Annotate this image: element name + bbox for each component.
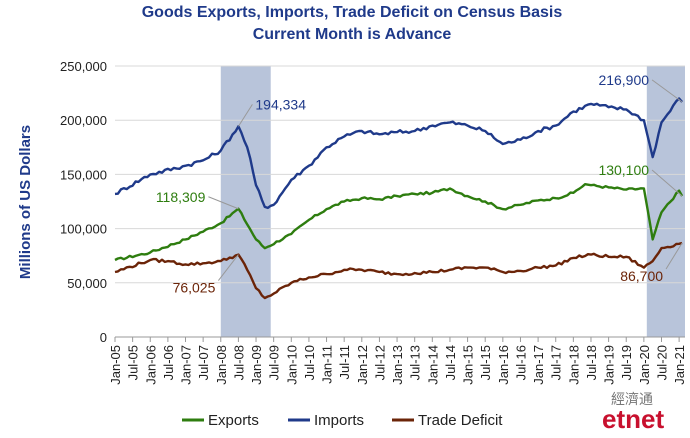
series-line-imports <box>114 97 683 210</box>
y-tick-label: 150,000 <box>60 167 107 182</box>
legend-label: Imports <box>314 412 364 429</box>
series-line-trade-deficit <box>114 241 683 300</box>
x-tick-label: Jan-15 <box>461 345 476 385</box>
x-tick-label: Jul-08 <box>231 345 246 380</box>
x-tick-label: Jul-14 <box>443 345 458 380</box>
x-tick-label: Jul-19 <box>619 345 634 380</box>
recession-shade <box>646 66 685 337</box>
y-axis-label: Millions of US Dollars <box>17 125 34 279</box>
legend-label: Exports <box>208 412 259 429</box>
chart-title: Goods Exports, Imports, Trade Deficit on… <box>142 4 563 21</box>
annotation-label: 118,309 <box>156 189 206 205</box>
x-tick-label: Jul-10 <box>302 345 317 380</box>
annotation-leader <box>237 104 253 127</box>
x-tick-label: Jan-19 <box>602 345 617 385</box>
x-tick-label: Jan-18 <box>566 345 581 385</box>
annotation-label: 86,700 <box>620 268 663 284</box>
legend: Exports Imports Trade Deficit <box>182 412 503 429</box>
x-tick-label: Jul-07 <box>196 345 211 380</box>
x-tick-label: Jul-13 <box>408 345 423 380</box>
y-tick-label: 200,000 <box>60 113 107 128</box>
annotation-leader <box>651 79 683 103</box>
annotation-leader <box>208 196 239 210</box>
annotation-leader <box>651 169 683 197</box>
x-tick-label: Jan-17 <box>531 345 546 385</box>
y-tick-labels: 0 50,000 100,000 150,000 200,000 250,000 <box>60 59 107 345</box>
annotation-label: 130,100 <box>598 162 649 178</box>
x-tick-label: Jul-17 <box>549 345 564 380</box>
x-tick-label: Jan-10 <box>284 345 299 385</box>
x-tick-label: Jul-15 <box>478 345 493 380</box>
x-tick-label: Jan-06 <box>143 345 158 385</box>
y-tick-label: 50,000 <box>67 276 107 291</box>
x-tick-label: Jul-11 <box>337 345 352 379</box>
x-tick-label: Jan-20 <box>637 345 652 385</box>
x-tick-label: Jan-05 <box>108 345 123 385</box>
x-tick-label: Jul-09 <box>267 345 282 380</box>
annotations: 194,334 118,309 76,025 216,900 130,100 86,700 <box>156 72 683 296</box>
x-tick-label: Jul-18 <box>584 345 599 380</box>
annotation-leader <box>218 254 239 281</box>
x-tick-label: Jan-07 <box>179 345 194 385</box>
x-tick-label: Jan-08 <box>214 345 229 385</box>
gridlines <box>115 65 685 338</box>
x-tick-label: Jul-05 <box>126 345 141 380</box>
series-lines <box>114 97 684 300</box>
annotation-label: 216,900 <box>598 72 649 88</box>
y-tick-label: 100,000 <box>60 222 107 237</box>
chart-subtitle: Current Month is Advance <box>253 26 452 43</box>
x-tick-label: Jan-13 <box>390 345 405 385</box>
x-tick-label: Jan-09 <box>249 345 264 385</box>
x-tick-label: Jan-11 <box>320 345 335 384</box>
series-line-exports <box>114 183 684 262</box>
legend-label: Trade Deficit <box>418 412 503 429</box>
x-tick-label: Jan-12 <box>355 345 370 385</box>
annotation-label: 76,025 <box>173 280 216 296</box>
annotation-label: 194,334 <box>255 96 306 112</box>
x-tick-label: Jul-12 <box>372 345 387 380</box>
annotation-leader <box>665 242 683 270</box>
watermark-chinese: 經濟通 <box>611 391 653 407</box>
y-tick-label: 0 <box>100 330 107 345</box>
x-tick-labels: Jan-05 Jul-05 Jan-06 Jul-06 Jan-07 Jul-07 Jan-… <box>108 337 687 385</box>
y-tick-label: 250,000 <box>60 59 107 74</box>
x-tick-label: Jul-16 <box>513 345 528 380</box>
watermark-logo: etnet <box>602 404 665 434</box>
x-tick-label: Jul-20 <box>654 345 669 380</box>
x-tick-label: Jan-14 <box>425 345 440 385</box>
x-tick-label: Jan-21 <box>672 345 687 385</box>
x-tick-label: Jul-06 <box>161 345 176 380</box>
x-tick-label: Jan-16 <box>496 345 511 385</box>
